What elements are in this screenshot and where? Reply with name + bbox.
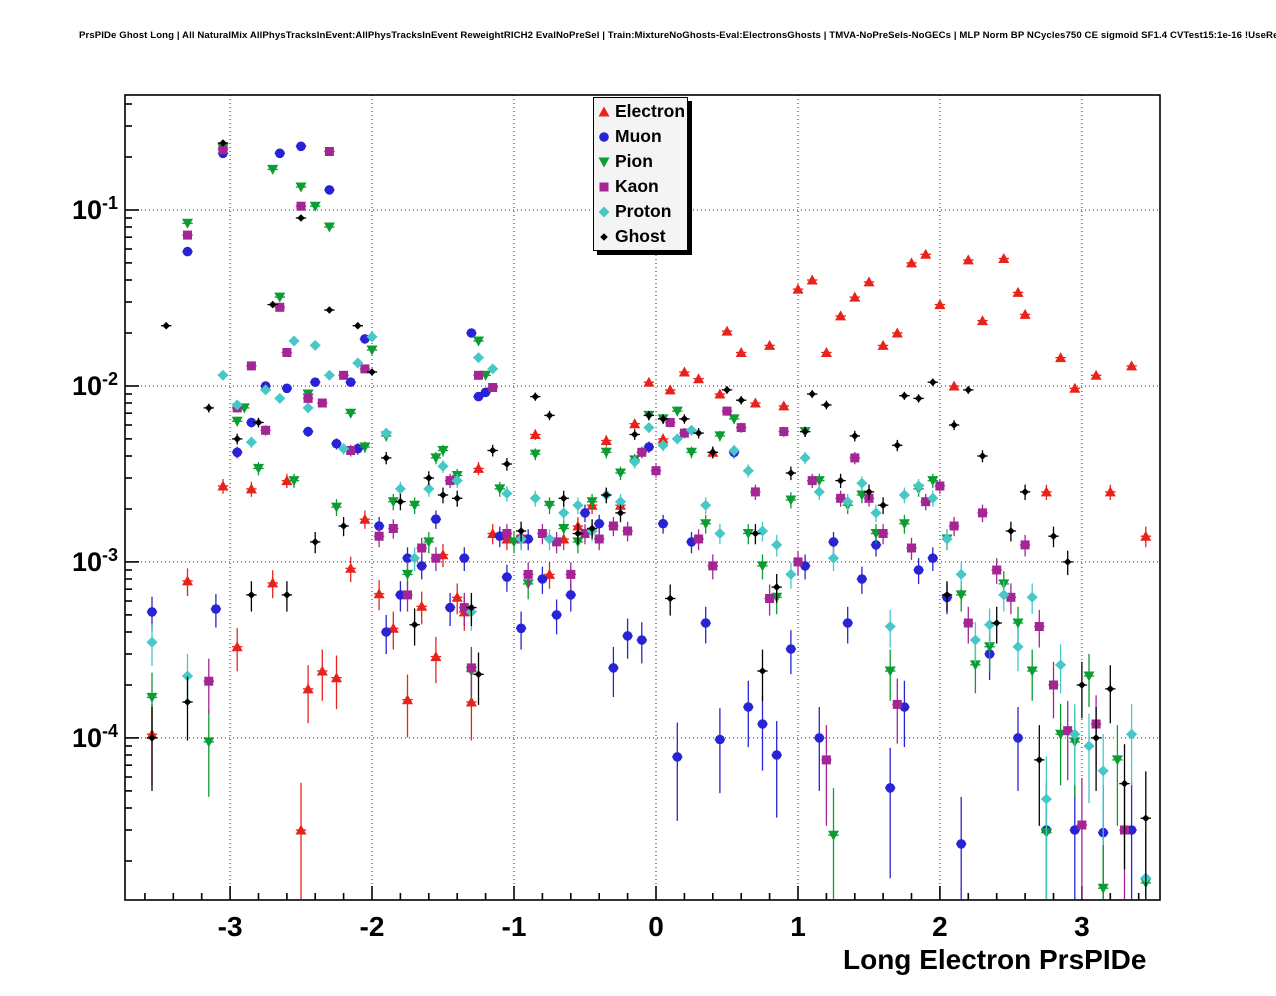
legend-label: Ghost (615, 225, 666, 246)
svg-text:1: 1 (790, 911, 806, 942)
svg-text:-1: -1 (502, 911, 527, 942)
legend-label: Muon (615, 125, 662, 146)
svg-text:3: 3 (1074, 911, 1090, 942)
legend-label: Pion (615, 150, 653, 171)
svg-text:-2: -2 (360, 911, 385, 942)
svg-text:2: 2 (932, 911, 948, 942)
electron-marker-icon (598, 106, 610, 116)
legend-entry-proton: Proton (594, 199, 687, 224)
proton-marker-icon (598, 206, 610, 217)
x-axis-title: Long Electron PrsPIDe (843, 944, 1147, 975)
legend-entry-electron: Electron (594, 99, 687, 124)
legend: Electron Muon Pion Kaon Proton Ghost (593, 97, 688, 251)
legend-entry-ghost: Ghost (594, 224, 687, 249)
legend-label: Kaon (615, 175, 659, 196)
legend-entry-kaon: Kaon (594, 174, 687, 199)
pion-marker-icon (598, 157, 610, 167)
muon-marker-icon (599, 131, 609, 142)
legend-label: Electron (615, 100, 686, 121)
svg-text:10-2: 10-2 (72, 369, 118, 401)
legend-label: Proton (615, 200, 672, 221)
svg-text:10-1: 10-1 (72, 193, 118, 225)
svg-text:10-4: 10-4 (72, 721, 118, 753)
svg-text:-3: -3 (218, 911, 243, 942)
svg-text:0: 0 (648, 911, 664, 942)
kaon-marker-icon (599, 182, 609, 191)
legend-entry-pion: Pion (594, 149, 687, 174)
plot-title: PrsPIDe Ghost Long | All NaturalMix AllP… (79, 30, 1276, 41)
ghost-marker-icon (600, 232, 608, 241)
svg-text:10-3: 10-3 (72, 545, 118, 577)
legend-entry-muon: Muon (594, 124, 687, 149)
